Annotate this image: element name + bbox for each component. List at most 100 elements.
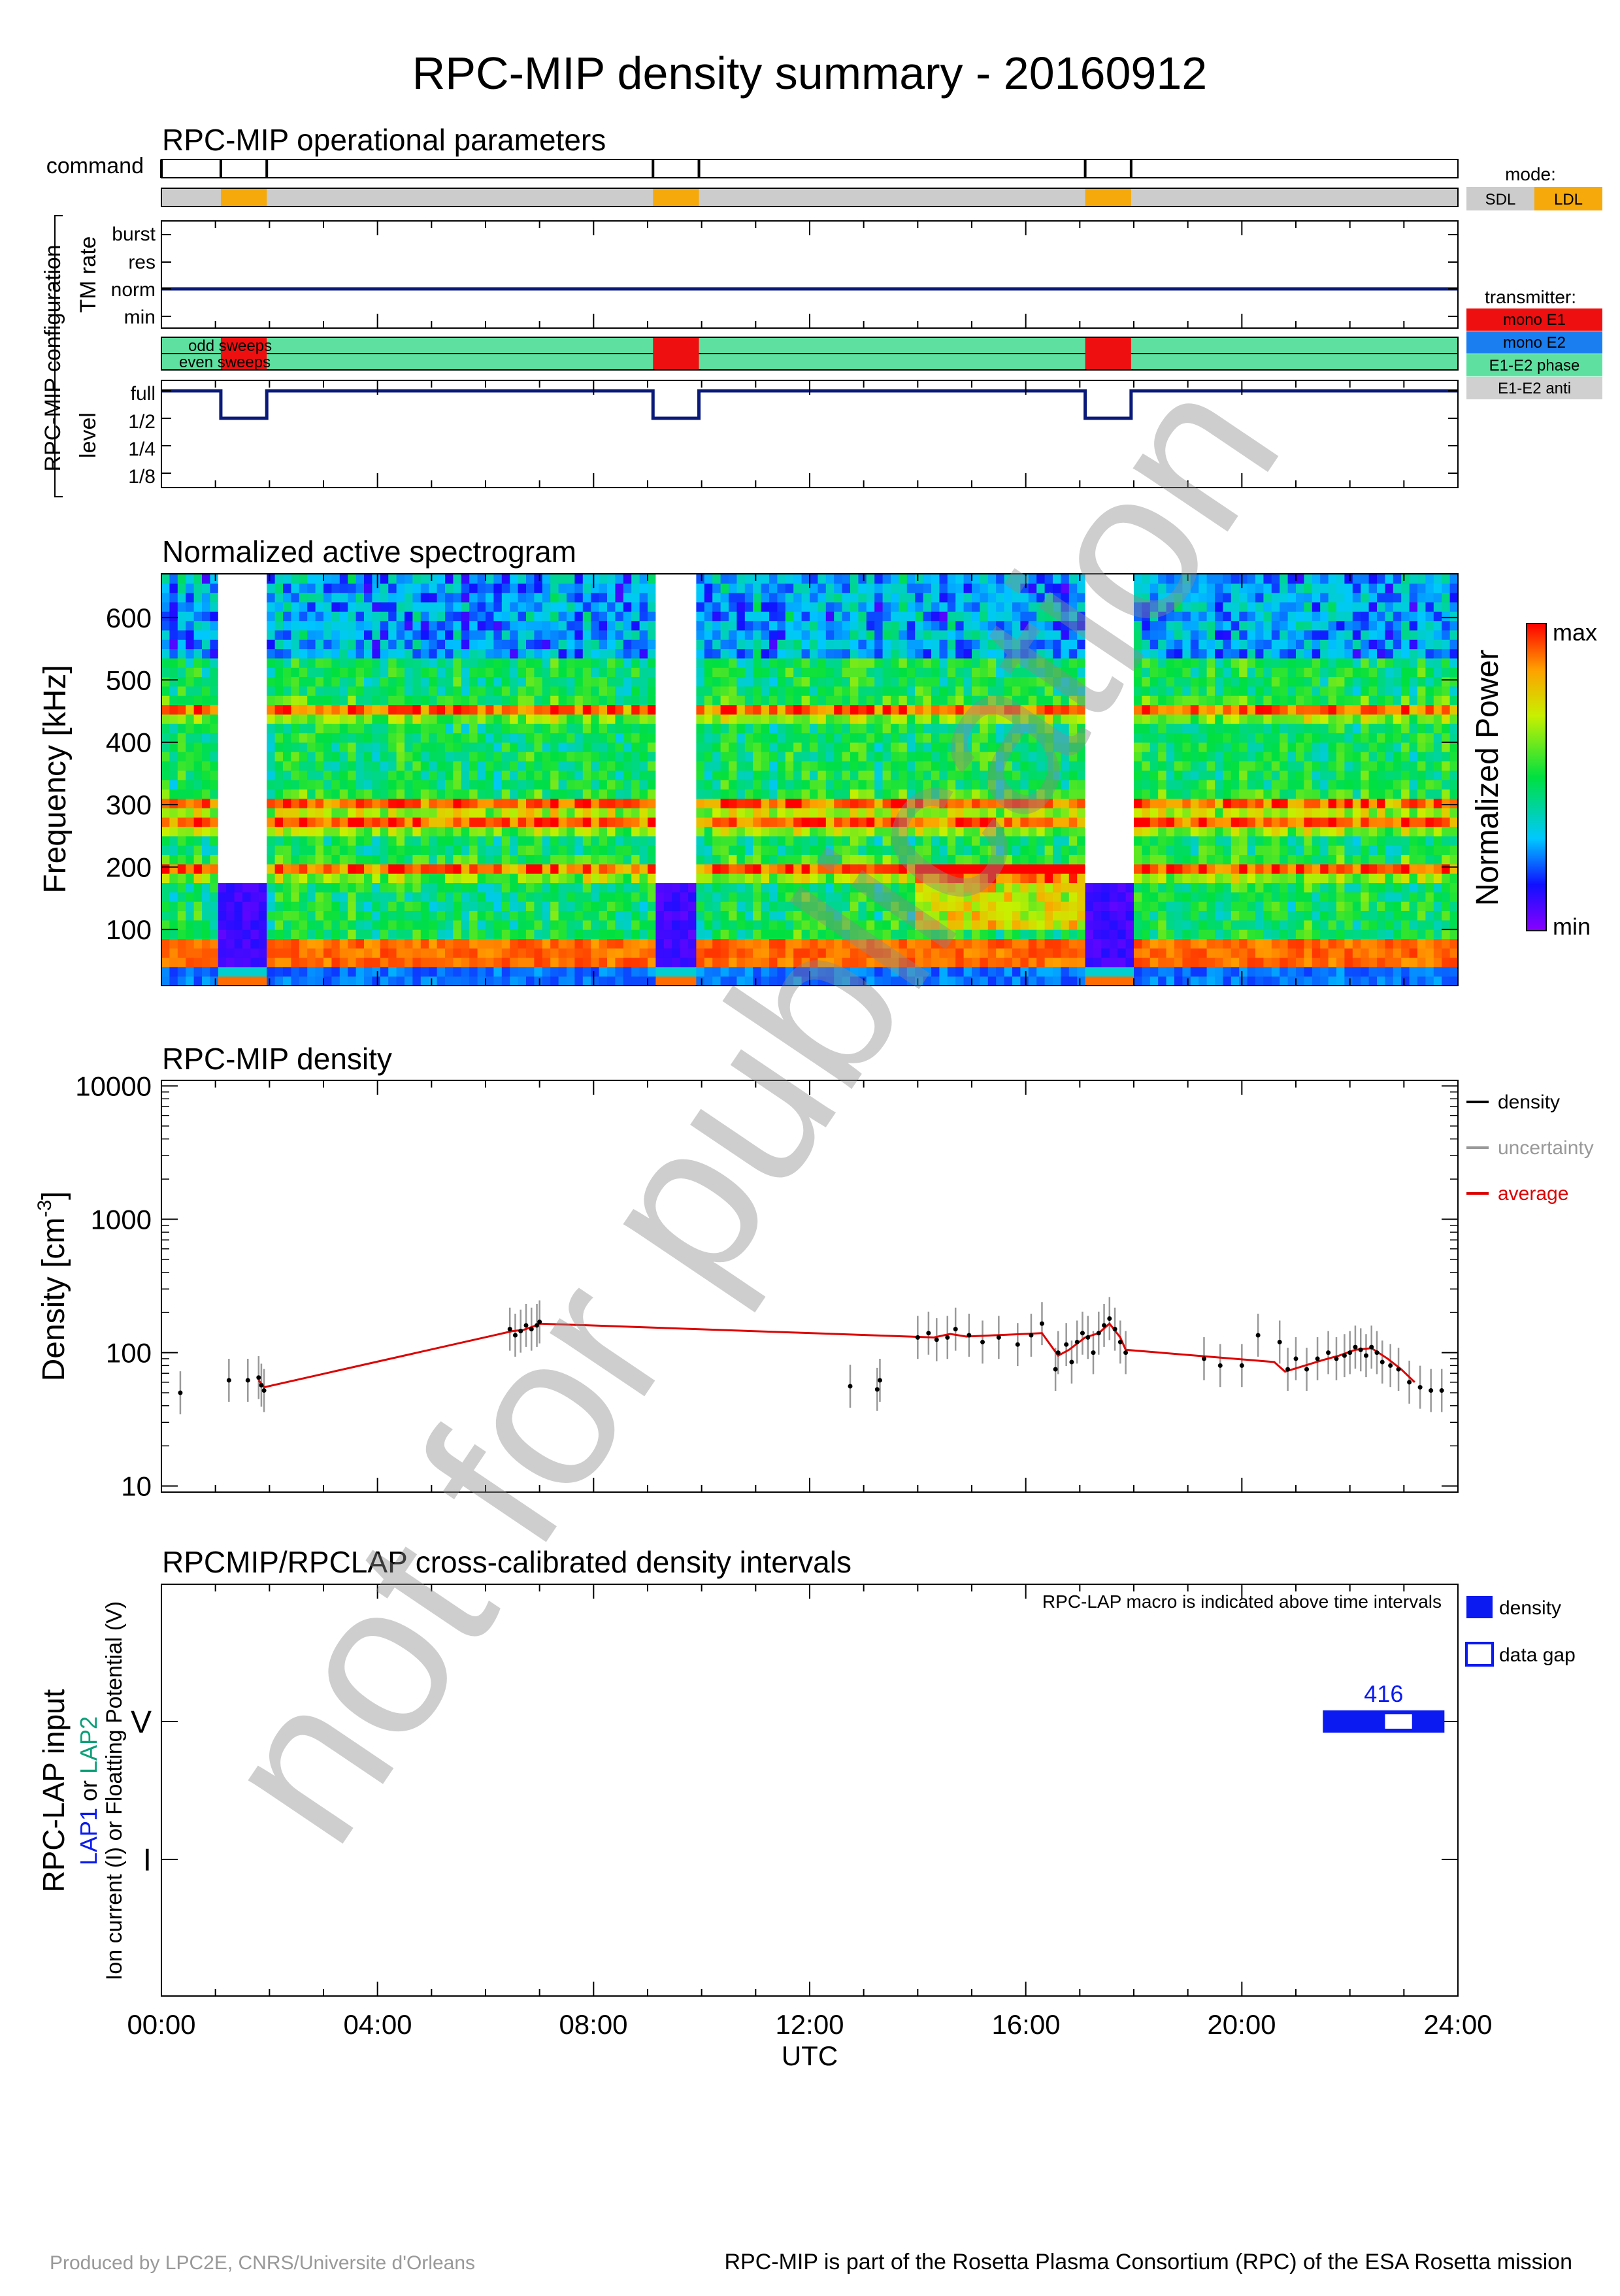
spec-cell [469,714,478,724]
spec-cell [510,817,518,827]
spec-cell [672,761,680,771]
spec-cell [721,883,729,893]
spec-cell [583,658,591,668]
spec-cell [275,883,284,893]
spec-cell [550,883,559,893]
spec-cell [421,602,429,612]
spec-cell [712,677,721,687]
spec-cell [559,752,567,761]
spec-cell [526,667,535,677]
spec-cell [655,864,664,874]
spec-cell [631,845,640,855]
spec-cell [1029,920,1037,930]
spec-cell [655,929,664,939]
spec-cell [1012,939,1021,948]
spec-cell [340,695,348,705]
spec-cell [372,677,380,687]
spec-cell [777,658,785,668]
spec-cell [777,808,785,818]
spec-cell [186,583,194,593]
spec-cell [364,695,372,705]
spec-cell [250,808,259,818]
spec-cell [599,967,608,976]
spec-cell [469,621,478,631]
spec-cell [486,602,494,612]
spec-cell [761,845,770,855]
spec-cell [599,677,608,687]
spec-cell [591,836,599,846]
spec-cell [445,658,454,668]
spec-cell [453,574,461,584]
spec-cell [478,976,486,986]
spec-cell [785,789,794,799]
spec-cell [340,621,348,631]
spec-cell [664,677,672,687]
spec-cell [745,733,753,742]
spec-cell [421,780,429,790]
spec-cell [680,574,689,584]
spec-cell [275,976,284,986]
spec-cell [712,649,721,659]
spec-cell [493,799,502,808]
spec-cell [348,602,356,612]
spec-cell [550,677,559,687]
spec-cell [372,910,380,920]
spec-cell [469,649,478,659]
spec-cell [437,574,446,584]
spec-cell [802,780,810,790]
spec-cell [769,639,778,649]
spec-cell [672,836,680,846]
spec-cell [242,714,251,724]
spec-cell [316,593,324,603]
spec-cell [672,574,680,584]
spec-cell [178,658,186,668]
spec-cell [397,761,405,771]
spec-cell [331,752,340,761]
spec-cell [210,630,218,640]
spec-cell [445,705,454,714]
spec-cell [688,583,697,593]
spec-cell [753,677,761,687]
spec-cell [721,677,729,687]
spec-cell [753,649,761,659]
spec-cell [202,873,210,883]
spec-cell [607,883,616,893]
spec-cell [583,836,591,846]
spec-cell [810,649,818,659]
spec-cell [202,705,210,714]
spec-cell [599,827,608,837]
spec-cell [218,686,227,696]
spec-cell [655,677,664,687]
spec-cell [607,799,616,808]
spec-cell [631,892,640,902]
spec-cell [712,695,721,705]
spec-cell [178,780,186,790]
spec-cell [453,883,461,893]
spec-cell [307,630,316,640]
spec-cell [299,920,308,930]
spec-cell [518,771,527,780]
spec-cell [267,602,275,612]
spec-cell [299,574,308,584]
spec-cell [340,789,348,799]
spec-cell [542,630,551,640]
spec-cell [218,602,227,612]
spec-cell [186,892,194,902]
spec-cell [510,855,518,865]
spec-cell [615,621,623,631]
spec-cell [858,695,867,705]
spec-cell [615,593,623,603]
spec-cell [607,667,616,677]
spec-cell [493,658,502,668]
spec-cell [696,733,704,742]
spec-cell [453,948,461,958]
spec-cell [429,957,437,967]
spec-cell [802,742,810,752]
spec-cell [380,957,389,967]
spec-cell [478,780,486,790]
spec-cell [874,658,883,668]
spec-cell [810,630,818,640]
spec-cell [574,771,583,780]
spec-cell [510,649,518,659]
spec-cell [615,864,623,874]
